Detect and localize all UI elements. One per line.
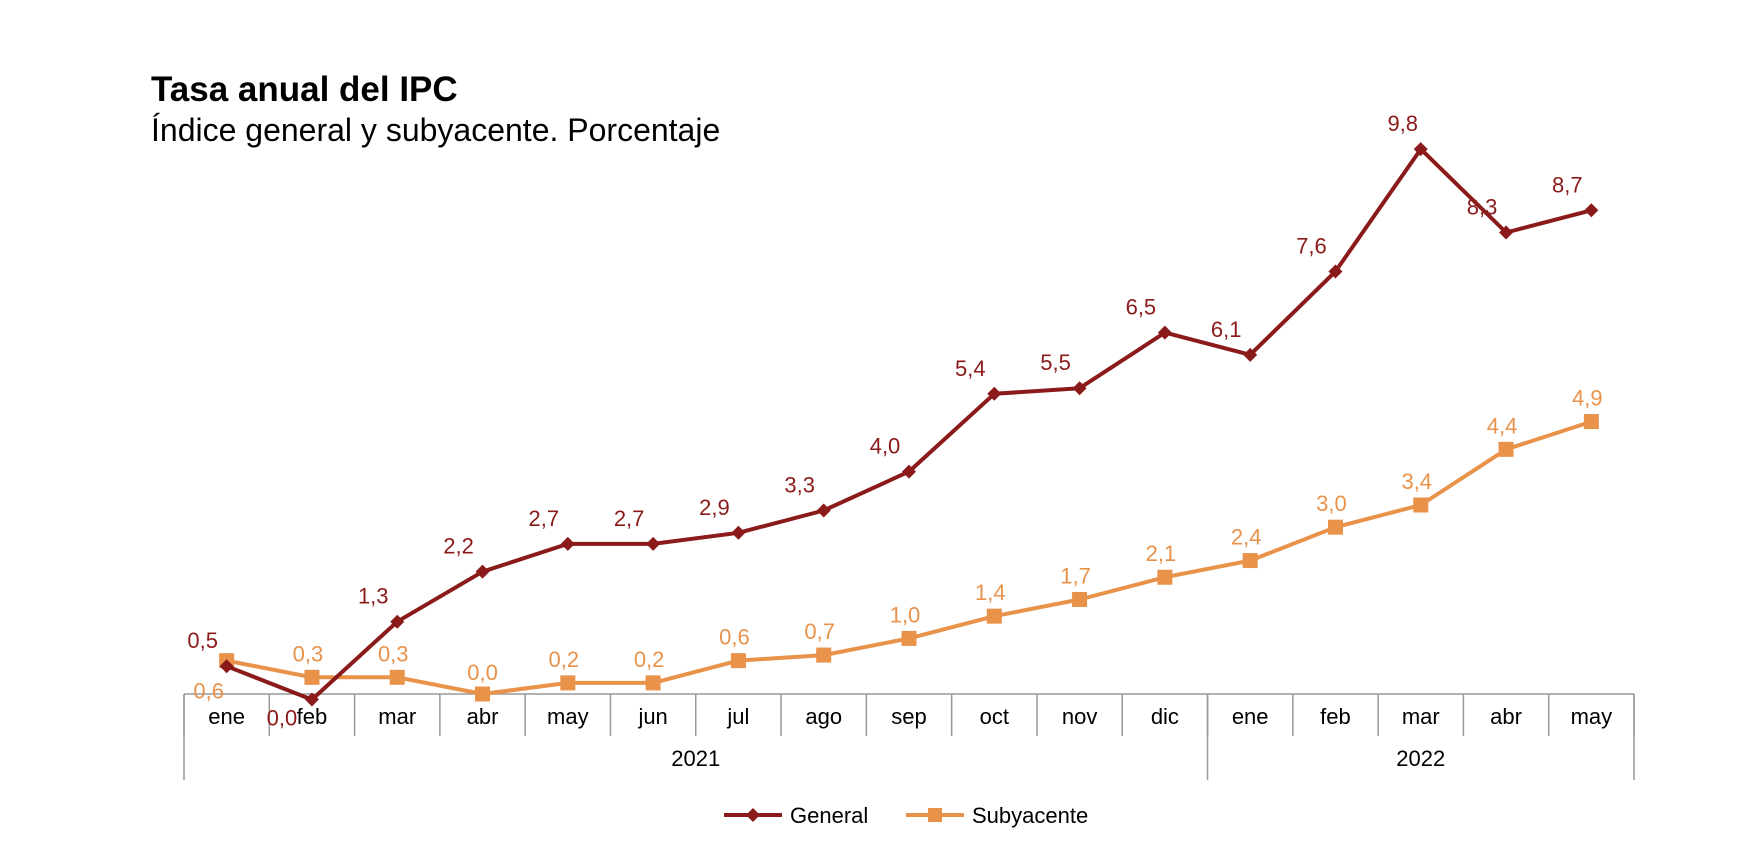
x-tick-label: jul xyxy=(726,704,749,729)
point-subyacente xyxy=(304,669,320,685)
point-subyacente xyxy=(1413,497,1429,513)
x-tick-label: feb xyxy=(297,704,328,729)
data-label-general: 0,5 xyxy=(187,628,218,653)
data-label-subyacente: 4,9 xyxy=(1572,386,1603,411)
point-subyacente xyxy=(816,647,832,663)
data-label-subyacente: 2,4 xyxy=(1231,525,1262,550)
x-group-label: 2021 xyxy=(671,746,720,771)
x-tick-label: sep xyxy=(891,704,926,729)
data-label-general: 7,6 xyxy=(1296,233,1327,258)
point-general xyxy=(1328,264,1343,279)
x-tick-label: abr xyxy=(467,704,499,729)
point-subyacente xyxy=(1327,519,1343,535)
data-label-subyacente: 1,4 xyxy=(975,580,1006,605)
data-label-subyacente: 0,2 xyxy=(634,647,665,672)
x-tick-label: may xyxy=(547,704,589,729)
x-tick-label: abr xyxy=(1490,704,1522,729)
x-tick-label: ago xyxy=(805,704,842,729)
point-subyacente xyxy=(730,653,746,669)
point-subyacente xyxy=(986,608,1002,624)
data-label-general: 9,8 xyxy=(1387,111,1418,136)
data-label-general: 2,9 xyxy=(699,495,730,520)
data-label-subyacente: 3,4 xyxy=(1401,469,1432,494)
data-label-general: 2,7 xyxy=(529,506,560,531)
x-tick-label: jun xyxy=(637,704,667,729)
data-label-subyacente: 0,7 xyxy=(804,619,835,644)
legend-marker-general xyxy=(746,808,760,822)
point-subyacente xyxy=(1242,553,1258,569)
data-label-general: 5,5 xyxy=(1040,350,1071,375)
data-label-general: 5,4 xyxy=(955,356,986,381)
legend-label-general: General xyxy=(790,803,868,828)
data-label-subyacente: 0,6 xyxy=(719,625,750,650)
data-label-subyacente: 1,7 xyxy=(1060,563,1091,588)
data-label-general: 1,3 xyxy=(358,584,389,609)
point-subyacente xyxy=(901,630,917,646)
point-subyacente xyxy=(645,675,661,691)
x-tick-label: dic xyxy=(1151,704,1179,729)
data-label-subyacente: 3,0 xyxy=(1316,491,1347,516)
point-subyacente xyxy=(1157,569,1173,585)
point-general xyxy=(390,614,405,629)
point-general xyxy=(987,386,1002,401)
point-general xyxy=(902,464,916,479)
point-general xyxy=(816,503,831,518)
series-layer xyxy=(219,142,1599,707)
point-general xyxy=(1243,347,1258,362)
x-tick-label: nov xyxy=(1062,704,1097,729)
data-label-subyacente: 4,4 xyxy=(1487,413,1518,438)
x-axis: ene feb mar abr may jun jul ago sep oct nov dic ene f… xyxy=(183,693,1635,780)
point-general xyxy=(1072,381,1087,396)
data-label-subyacente: 0,3 xyxy=(293,641,324,666)
point-general xyxy=(560,536,575,551)
legend-marker-subyacente xyxy=(928,808,942,822)
x-tick-label: may xyxy=(1571,704,1613,729)
point-general xyxy=(1157,325,1172,340)
data-label-general: 2,7 xyxy=(614,506,645,531)
data-label-subyacente: 1,0 xyxy=(890,602,921,627)
x-group-label: 2022 xyxy=(1396,746,1445,771)
data-label-general: 6,5 xyxy=(1126,295,1157,320)
data-labels: 0,5 0,0 1,3 2,2 2,7 2,7 2,9 3,3 4,0 5,4 5,5 6,5 6,1 7… xyxy=(187,111,1602,730)
chart-subtitle: Índice general y subyacente. Porcentaje xyxy=(151,112,721,148)
point-subyacente xyxy=(1072,591,1088,607)
data-label-general: 8,7 xyxy=(1552,172,1583,197)
point-general xyxy=(1499,225,1514,240)
data-label-subyacente: 0,2 xyxy=(549,647,580,672)
data-label-general: 2,2 xyxy=(443,534,474,559)
point-subyacente xyxy=(560,675,576,691)
data-label-subyacente: 0,0 xyxy=(467,660,498,685)
x-tick-label: ene xyxy=(1232,704,1269,729)
x-tick-label: feb xyxy=(1320,704,1351,729)
x-tick-label: oct xyxy=(980,704,1009,729)
chart-title: Tasa anual del IPC xyxy=(151,70,458,109)
series-line-subyacente xyxy=(226,419,1593,696)
legend-label-subyacente: Subyacente xyxy=(972,803,1088,828)
x-tick-label: ene xyxy=(208,704,245,729)
point-subyacente xyxy=(389,669,405,685)
point-general xyxy=(1584,203,1599,218)
point-general xyxy=(731,525,746,540)
data-label-subyacente: 2,1 xyxy=(1146,541,1177,566)
x-tick-label: mar xyxy=(378,704,416,729)
point-general xyxy=(475,564,490,579)
point-subyacente xyxy=(475,686,491,702)
data-label-general: 8,3 xyxy=(1467,195,1498,220)
data-label-subyacente: 0,3 xyxy=(378,641,409,666)
data-label-general: 6,1 xyxy=(1211,317,1242,342)
legend: General Subyacente xyxy=(724,803,1088,828)
data-label-general: 0,0 xyxy=(267,706,298,731)
point-general xyxy=(646,536,661,551)
x-tick-label: mar xyxy=(1402,704,1440,729)
point-general xyxy=(304,692,319,707)
data-label-general: 3,3 xyxy=(784,473,815,498)
data-label-general: 4,0 xyxy=(870,434,901,459)
point-subyacente xyxy=(1498,441,1514,457)
point-general xyxy=(1413,142,1428,157)
point-general xyxy=(219,659,234,674)
data-label-subyacente: 0,6 xyxy=(193,679,224,704)
point-subyacente xyxy=(1583,414,1599,430)
